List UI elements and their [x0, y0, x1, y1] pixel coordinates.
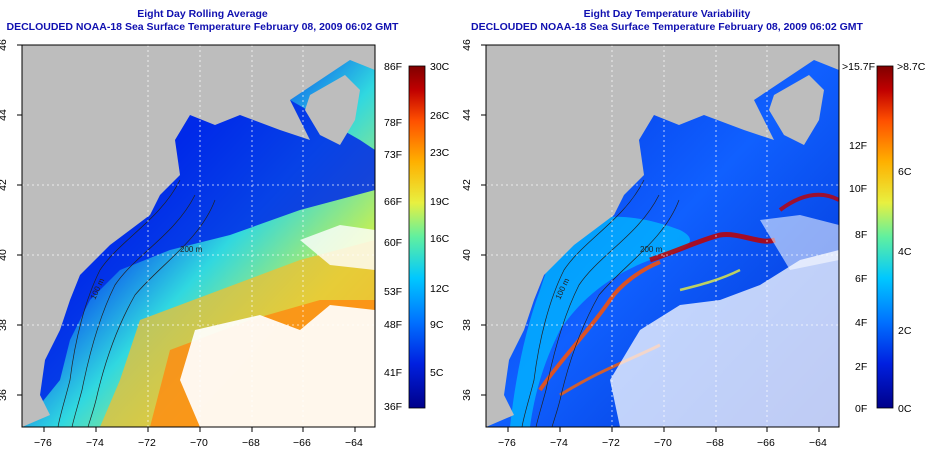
contour-label-right-200m: 200 m [640, 245, 663, 254]
left-lat-tick-40: 40 [0, 249, 9, 261]
left-cb-f-36: 36F [384, 401, 403, 413]
right-lon-tick-74: −74 [550, 437, 568, 449]
left-cb-c-12: 12C [430, 283, 450, 295]
nova-scotia-landmass [305, 75, 360, 145]
left-lat-tick-38: 38 [0, 319, 9, 331]
right-title-line1: Eight Day Temperature Variability [583, 8, 751, 20]
left-map: 100 m 200 m [22, 45, 375, 427]
right-gridlines [486, 45, 839, 427]
left-cb-f-60: 60F [384, 237, 403, 249]
right-lon-tick-68: −68 [706, 437, 724, 449]
right-cb-f-12: 12F [849, 140, 868, 152]
right-lon-tick-64: −64 [809, 437, 827, 449]
right-lat-tick-44: 44 [460, 109, 473, 121]
right-cb-f-4: 4F [855, 317, 868, 329]
right-lon-tick-72: −72 [602, 437, 620, 449]
left-cb-c-23: 23C [430, 147, 450, 159]
contour-label-left-200m: 200 m [180, 245, 203, 254]
right-lon-tick-70: −70 [654, 437, 672, 449]
left-lat-tick-42: 42 [0, 179, 9, 191]
right-lat-tick-42: 42 [460, 179, 473, 191]
left-cb-f-78: 78F [384, 117, 403, 129]
right-cb-f-15.7: >15.7F [842, 61, 875, 73]
left-cb-c-26: 26C [430, 110, 450, 122]
right-lat-tick-40: 40 [460, 249, 473, 261]
right-map-frame [485, 44, 840, 428]
left-lon-tick-68: −68 [242, 437, 260, 449]
right-cb-c-6: 6C [898, 166, 912, 178]
left-cb-f-73: 73F [384, 149, 403, 161]
right-lat-tick-38: 38 [460, 319, 473, 331]
right-title-line2: DECLOUDED NOAA-18 Sea Surface Temperatur… [471, 21, 863, 33]
nova-scotia-landmass-right [769, 75, 824, 145]
left-cb-c-30: 30C [430, 61, 450, 73]
right-cb-c-8.7: >8.7C [897, 61, 926, 73]
left-lon-tick-64: −64 [345, 437, 363, 449]
right-cb-c-0: 0C [898, 403, 912, 415]
left-lat-tick-36: 36 [0, 389, 9, 401]
left-lon-tick-70: −70 [190, 437, 208, 449]
left-cb-c-5: 5C [430, 367, 444, 379]
right-cb-f-10: 10F [849, 183, 868, 195]
left-cb-c-16: 16C [430, 233, 450, 245]
left-lon-tick-74: −74 [86, 437, 104, 449]
right-cb-f-0: 0F [855, 403, 868, 415]
left-lat-tick-44: 44 [0, 109, 9, 121]
left-cb-f-41: 41F [384, 367, 403, 379]
right-cb-c-2: 2C [898, 325, 912, 337]
left-cb-f-66: 66F [384, 196, 403, 208]
right-cb-f-8: 8F [855, 229, 868, 241]
right-lat-tick-36: 36 [460, 389, 473, 401]
left-title-line2: DECLOUDED NOAA-18 Sea Surface Temperatur… [6, 21, 399, 33]
left-cb-f-53: 53F [384, 286, 403, 298]
left-gridlines [22, 45, 375, 427]
left-lat-tick-46: 46 [0, 39, 9, 51]
right-cb-f-6: 6F [855, 273, 868, 285]
right-lat-tick-46: 46 [460, 39, 473, 51]
left-title-line1: Eight Day Rolling Average [137, 8, 268, 20]
left-cb-f-48: 48F [384, 319, 403, 331]
right-colorbar [876, 65, 894, 409]
right-lon-tick-76: −76 [498, 437, 516, 449]
right-cb-c-4: 4C [898, 246, 912, 258]
left-cb-c-19: 19C [430, 196, 450, 208]
left-lon-tick-72: −72 [138, 437, 156, 449]
left-lon-tick-66: −66 [293, 437, 311, 449]
right-map: 100 m 200 m [486, 45, 839, 427]
right-cb-f-2: 2F [855, 361, 868, 373]
left-map-frame [21, 44, 376, 428]
left-lon-tick-76: −76 [34, 437, 52, 449]
left-cb-f-86: 86F [384, 61, 403, 73]
left-colorbar [408, 65, 426, 409]
right-lon-tick-66: −66 [757, 437, 775, 449]
left-cb-c-9: 9C [430, 319, 444, 331]
